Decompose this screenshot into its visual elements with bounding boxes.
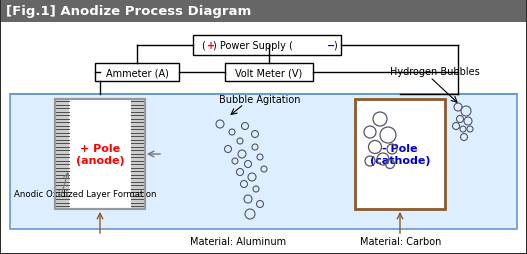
- Text: Ammeter (A): Ammeter (A): [105, 68, 169, 78]
- Bar: [225, 64, 313, 82]
- Text: (cathode): (cathode): [370, 155, 430, 165]
- Bar: [131, 100, 145, 209]
- Text: Material: Aluminum: Material: Aluminum: [190, 236, 286, 246]
- Text: Anodic Oxidized Layer Formation: Anodic Oxidized Layer Formation: [14, 190, 157, 199]
- Text: Hydrogen Bubbles: Hydrogen Bubbles: [390, 67, 480, 77]
- Text: ) Power Supply (: ) Power Supply (: [213, 41, 293, 51]
- Bar: [55, 100, 69, 209]
- Text: +: +: [207, 41, 215, 51]
- Text: - Pole: - Pole: [382, 144, 418, 153]
- Text: + Pole: + Pole: [80, 144, 120, 153]
- Bar: [55, 100, 145, 209]
- Text: −: −: [327, 41, 335, 51]
- Text: (: (: [201, 41, 205, 51]
- Bar: [95, 64, 179, 82]
- Bar: [10, 95, 517, 229]
- Text: Material: Carbon: Material: Carbon: [360, 236, 442, 246]
- Text: (anode): (anode): [76, 155, 124, 165]
- Bar: [1, 1, 526, 23]
- Bar: [193, 36, 341, 56]
- Text: ): ): [333, 41, 337, 51]
- Text: Bubble Agitation: Bubble Agitation: [219, 95, 301, 105]
- Text: [Fig.1] Anodize Process Diagram: [Fig.1] Anodize Process Diagram: [6, 6, 251, 19]
- Bar: [55, 100, 145, 209]
- Text: Volt Meter (V): Volt Meter (V): [236, 68, 302, 78]
- Bar: [355, 100, 445, 209]
